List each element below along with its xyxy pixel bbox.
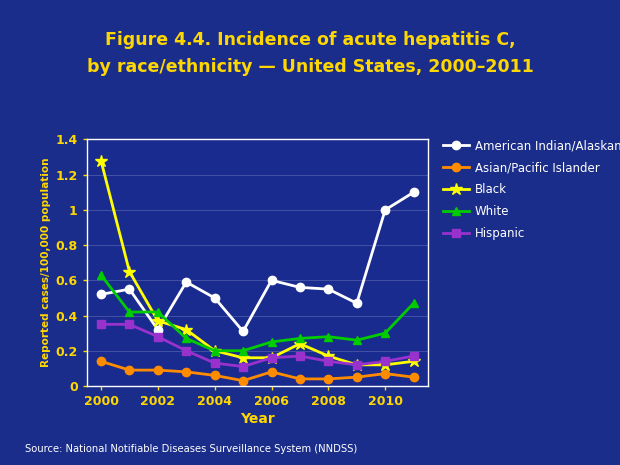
- Black: [182, 327, 190, 332]
- American Indian/Alaskan Native: [353, 300, 360, 306]
- Asian/Pacific Islander: [211, 372, 218, 378]
- Hispanic: [325, 359, 332, 364]
- Black: [381, 362, 389, 368]
- Asian/Pacific Islander: [154, 367, 162, 373]
- White: [325, 334, 332, 339]
- Black: [353, 362, 360, 368]
- White: [97, 272, 105, 278]
- Asian/Pacific Islander: [325, 376, 332, 382]
- Black: [296, 341, 304, 346]
- White: [182, 336, 190, 341]
- Hispanic: [239, 364, 247, 369]
- White: [381, 330, 389, 336]
- Asian/Pacific Islander: [239, 378, 247, 384]
- Asian/Pacific Islander: [296, 376, 304, 382]
- White: [268, 339, 275, 345]
- White: [154, 309, 162, 315]
- Line: American Indian/Alaskan Native: American Indian/Alaskan Native: [97, 188, 418, 336]
- American Indian/Alaskan Native: [239, 329, 247, 334]
- Black: [126, 269, 133, 274]
- Text: Figure 4.4. Incidence of acute hepatitis C,: Figure 4.4. Incidence of acute hepatitis…: [105, 31, 515, 48]
- American Indian/Alaskan Native: [211, 295, 218, 301]
- White: [126, 309, 133, 315]
- American Indian/Alaskan Native: [182, 279, 190, 285]
- Asian/Pacific Islander: [182, 369, 190, 375]
- Asian/Pacific Islander: [97, 359, 105, 364]
- Asian/Pacific Islander: [126, 367, 133, 373]
- Hispanic: [154, 334, 162, 339]
- White: [353, 338, 360, 343]
- Asian/Pacific Islander: [410, 374, 417, 380]
- Asian/Pacific Islander: [268, 369, 275, 375]
- Hispanic: [182, 348, 190, 353]
- Line: Hispanic: Hispanic: [97, 320, 418, 371]
- Hispanic: [410, 353, 417, 359]
- American Indian/Alaskan Native: [410, 190, 417, 195]
- American Indian/Alaskan Native: [268, 278, 275, 283]
- Y-axis label: Reported cases/100,000 population: Reported cases/100,000 population: [42, 158, 51, 367]
- Black: [97, 158, 105, 163]
- American Indian/Alaskan Native: [154, 327, 162, 332]
- Hispanic: [268, 355, 275, 360]
- White: [239, 348, 247, 353]
- Hispanic: [296, 353, 304, 359]
- American Indian/Alaskan Native: [97, 292, 105, 297]
- Legend: American Indian/Alaskan Native, Asian/Pacific Islander, Black, White, Hispanic: American Indian/Alaskan Native, Asian/Pa…: [438, 134, 620, 245]
- Black: [211, 348, 218, 353]
- Hispanic: [381, 359, 389, 364]
- Line: Asian/Pacific Islander: Asian/Pacific Islander: [97, 357, 418, 385]
- American Indian/Alaskan Native: [126, 286, 133, 292]
- White: [211, 348, 218, 353]
- Black: [325, 353, 332, 359]
- Black: [239, 355, 247, 360]
- Hispanic: [353, 362, 360, 368]
- Hispanic: [126, 322, 133, 327]
- White: [410, 300, 417, 306]
- Line: Black: Black: [95, 154, 420, 371]
- American Indian/Alaskan Native: [381, 207, 389, 213]
- Black: [154, 318, 162, 324]
- American Indian/Alaskan Native: [325, 286, 332, 292]
- Line: White: White: [97, 271, 418, 355]
- Asian/Pacific Islander: [381, 371, 389, 377]
- Asian/Pacific Islander: [353, 374, 360, 380]
- Text: Source: National Notifiable Diseases Surveillance System (NNDSS): Source: National Notifiable Diseases Sur…: [25, 444, 357, 454]
- Hispanic: [97, 322, 105, 327]
- Text: by race/ethnicity — United States, 2000–2011: by race/ethnicity — United States, 2000–…: [87, 59, 533, 76]
- American Indian/Alaskan Native: [296, 285, 304, 290]
- Black: [268, 355, 275, 360]
- Black: [410, 359, 417, 364]
- X-axis label: Year: Year: [240, 412, 275, 426]
- White: [296, 336, 304, 341]
- Hispanic: [211, 360, 218, 366]
